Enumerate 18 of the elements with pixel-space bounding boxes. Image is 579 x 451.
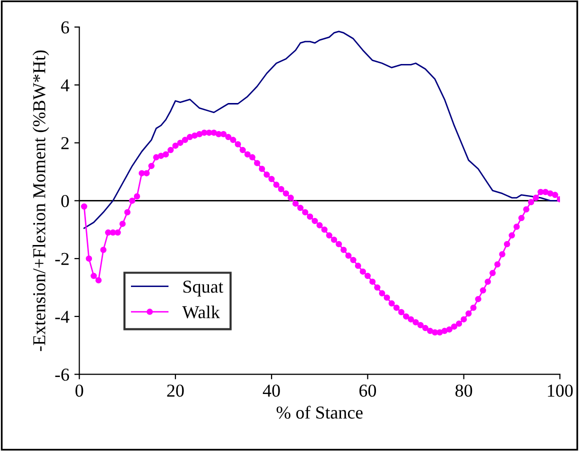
y-tick-label: 0 <box>61 194 69 208</box>
y-tick-label: -4 <box>55 310 70 323</box>
x-tick-label: 60 <box>359 384 376 397</box>
x-tick-label: 20 <box>167 384 184 397</box>
legend-label: Walk <box>182 306 220 318</box>
legend-label: Squat <box>183 280 224 296</box>
y-tick-label: 2 <box>61 137 69 150</box>
y-tick-label: 4 <box>60 79 70 92</box>
x-tick-label: 100 <box>548 384 573 397</box>
y-tick-label: -6 <box>55 368 70 381</box>
y-axis-title: -Extension/+Flexion Moment (%BW*Ht) <box>32 50 50 352</box>
x-tick-label: 80 <box>455 384 472 397</box>
x-axis-title: % of Stance <box>276 406 363 419</box>
x-tick-label: 40 <box>262 384 280 397</box>
line-series <box>83 30 560 229</box>
y-tick-label: -2 <box>55 252 69 265</box>
y-tick-label: 6 <box>61 21 70 34</box>
x-tick-label: 0 <box>75 384 84 397</box>
